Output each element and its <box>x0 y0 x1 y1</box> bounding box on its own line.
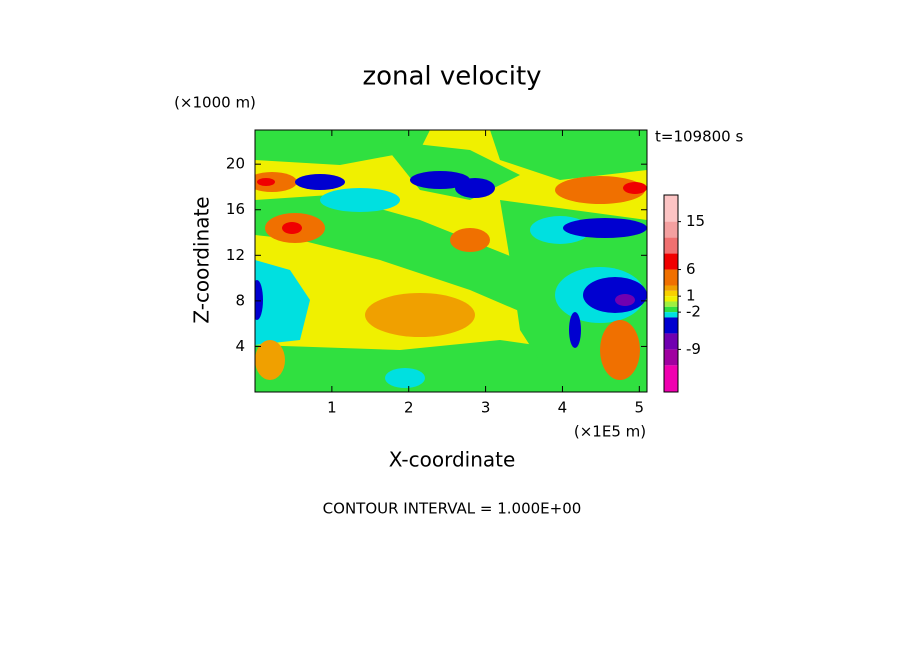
colorbar-segment <box>664 290 678 297</box>
contour-region <box>563 218 647 238</box>
contour-region <box>490 130 647 180</box>
colorbar-segment <box>664 365 678 392</box>
colorbar-segment <box>664 333 678 350</box>
contour-note: CONTOUR INTERVAL = 1.000E+00 <box>323 500 582 518</box>
x-tick-label: 3 <box>481 399 491 417</box>
contour-region <box>255 280 263 320</box>
contour-region <box>410 171 470 189</box>
colorbar-segment <box>664 285 678 291</box>
contour-region <box>385 368 425 388</box>
colorbar-segment <box>664 349 678 366</box>
x-unit: (×1E5 m) <box>574 423 646 441</box>
x-tick-label: 4 <box>558 399 568 417</box>
contour-region <box>615 294 635 306</box>
x-tick-label: 5 <box>635 399 645 417</box>
y-tick-label: 16 <box>226 200 245 218</box>
contour-region <box>255 340 285 380</box>
contour-region <box>569 312 581 348</box>
contour-region <box>257 178 275 186</box>
colorbar-segment <box>664 253 678 270</box>
colorbar-label: 15 <box>686 212 705 230</box>
colorbar-segment <box>664 296 678 302</box>
colorbar-label: 6 <box>686 260 696 278</box>
y-tick-label: 4 <box>235 337 245 355</box>
contour-region <box>600 320 640 380</box>
contour-region <box>555 176 645 204</box>
contour-region <box>295 174 345 190</box>
contour-region <box>365 293 475 337</box>
colorbar-frame <box>663 194 679 393</box>
x-tick-label: 2 <box>404 399 414 417</box>
y-tick-label: 20 <box>226 155 245 173</box>
contour-region <box>583 277 647 313</box>
colorbar-segment <box>664 195 678 222</box>
contour-region <box>320 188 400 212</box>
contour-field <box>255 130 647 392</box>
time-label: t=109800 s <box>655 128 743 146</box>
colorbar-segment <box>664 312 678 318</box>
x-tick-label: 1 <box>327 399 337 417</box>
colorbar-segment <box>664 301 678 307</box>
chart-title: zonal velocity <box>362 62 541 92</box>
contour-region <box>255 130 430 165</box>
contour-region <box>255 172 297 192</box>
colorbar-segment <box>664 221 678 238</box>
colorbar-label: 1 <box>686 287 696 305</box>
y-axis-title: Z-coordinate <box>190 196 214 323</box>
colorbar-segment <box>664 317 678 334</box>
contour-region <box>450 228 490 252</box>
colorbar-segment <box>664 306 678 313</box>
y-unit: (×1000 m) <box>174 94 256 112</box>
colorbar-label: -9 <box>686 340 701 358</box>
contour-region <box>255 340 580 392</box>
colorbar-label: -2 <box>686 303 701 321</box>
contour-region <box>623 182 647 194</box>
x-axis-title: X-coordinate <box>389 448 516 472</box>
colorbar-segment <box>664 237 678 254</box>
contour-region <box>282 222 302 234</box>
contour-region <box>255 195 560 320</box>
y-tick-label: 8 <box>235 291 245 309</box>
contour-region <box>255 260 310 345</box>
colorbar-segment <box>664 269 678 286</box>
y-tick-label: 12 <box>226 246 245 264</box>
contour-region <box>455 178 495 198</box>
plot-frame <box>254 129 648 393</box>
